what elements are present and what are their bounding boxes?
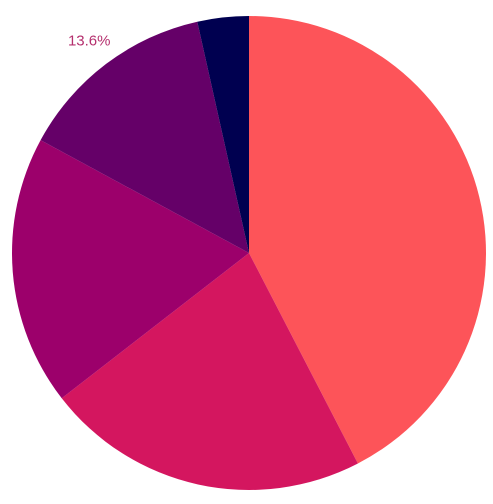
- pie-slice: [61, 253, 358, 490]
- pie-slice: [40, 21, 249, 253]
- pie-slice: [11, 140, 250, 399]
- pie-slice: [197, 16, 249, 253]
- pie-slice: [249, 16, 486, 464]
- slice-label: 13.6%: [68, 33, 111, 50]
